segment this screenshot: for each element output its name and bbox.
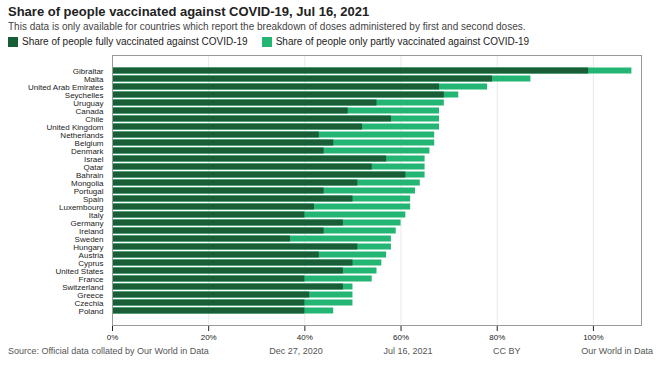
- svg-text:Netherlands: Netherlands: [60, 130, 104, 140]
- svg-text:Bahrain: Bahrain: [75, 170, 104, 180]
- svg-text:80%: 80%: [489, 333, 505, 342]
- html-text:Dec 27, 2020: Dec 27, 2020: [269, 346, 323, 356]
- html-text:Share of people vaccinated aga: Share of people vaccinated against COVID…: [8, 4, 370, 19]
- svg-text:Switzerland: Switzerland: [62, 282, 104, 292]
- svg-text:Canada: Canada: [75, 106, 104, 116]
- svg-text:Portugal: Portugal: [73, 186, 104, 196]
- svg-text:Malta: Malta: [83, 74, 104, 84]
- svg-text:Gibraltar: Gibraltar: [72, 66, 104, 76]
- svg-text:Luxembourg: Luxembourg: [59, 202, 104, 212]
- html-text:CC BY: CC BY: [493, 346, 521, 356]
- svg-text:France: France: [78, 274, 104, 284]
- svg-text:Spain: Spain: [83, 194, 104, 204]
- html-text:Our World in Data: Our World in Data: [581, 346, 653, 356]
- svg-text:40%: 40%: [297, 333, 313, 342]
- svg-text:Hungary: Hungary: [73, 242, 104, 252]
- svg-text:Sweden: Sweden: [74, 234, 104, 244]
- html-text:Source: Official data collated: Source: Official data collated by Our Wo…: [8, 346, 209, 356]
- svg-text:United States: United States: [55, 266, 104, 276]
- svg-text:20%: 20%: [201, 333, 217, 342]
- html-text:Jul 16, 2021: Jul 16, 2021: [383, 346, 433, 356]
- svg-text:Uruguay: Uruguay: [73, 98, 104, 108]
- svg-text:Greece: Greece: [77, 290, 104, 300]
- html-text:Share of people fully vaccinat: Share of people fully vaccinated against…: [22, 36, 248, 47]
- svg-text:Italy: Italy: [88, 210, 104, 220]
- svg-text:Austria: Austria: [78, 250, 104, 260]
- svg-text:Denmark: Denmark: [71, 146, 104, 156]
- svg-text:0%: 0%: [107, 333, 119, 342]
- svg-text:United Arab Emirates: United Arab Emirates: [27, 82, 104, 92]
- svg-text:Czechia: Czechia: [74, 298, 104, 308]
- svg-text:Cyprus: Cyprus: [78, 258, 104, 268]
- svg-text:United Kingdom: United Kingdom: [46, 122, 104, 132]
- html-text:Share of people only partly va: Share of people only partly vaccinated a…: [275, 36, 530, 47]
- svg-text:Israel: Israel: [83, 154, 104, 164]
- svg-text:Qatar: Qatar: [83, 162, 104, 172]
- svg-text:100%: 100%: [583, 333, 603, 342]
- svg-text:Belgium: Belgium: [74, 138, 104, 148]
- svg-text:Poland: Poland: [79, 307, 104, 316]
- svg-text:Seychelles: Seychelles: [64, 90, 104, 100]
- svg-text:Ireland: Ireland: [79, 226, 104, 236]
- svg-text:Mongolia: Mongolia: [71, 178, 104, 188]
- svg-text:Chile: Chile: [85, 114, 104, 124]
- svg-text:Germany: Germany: [70, 218, 104, 228]
- html-text:This data is only available fo: This data is only available for countrie…: [8, 21, 526, 32]
- svg-text:60%: 60%: [393, 333, 409, 342]
